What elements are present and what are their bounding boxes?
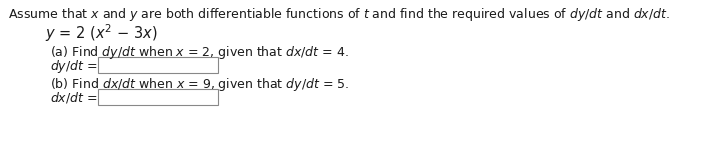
- Text: $\it{dx/dt}$ =: $\it{dx/dt}$ =: [50, 90, 98, 105]
- Text: Assume that $\it{x}$ and $\it{y}$ are both differentiable functions of $\it{t}$ : Assume that $\it{x}$ and $\it{y}$ are bo…: [8, 6, 670, 23]
- Text: $\it{y}$ = 2 ($\it{x}^2$ $-$ 3$\it{x}$): $\it{y}$ = 2 ($\it{x}^2$ $-$ 3$\it{x}$): [45, 22, 157, 44]
- Text: $\it{dy/dt}$ =: $\it{dy/dt}$ =: [50, 58, 98, 75]
- Text: (a) Find $\it{dy/dt}$ when $\it{x}$ = 2, given that $\it{dx/dt}$ = 4.: (a) Find $\it{dy/dt}$ when $\it{x}$ = 2,…: [50, 44, 349, 61]
- Text: (b) Find $\it{dx/dt}$ when $\it{x}$ = 9, given that $\it{dy/dt}$ = 5.: (b) Find $\it{dx/dt}$ when $\it{x}$ = 9,…: [50, 76, 349, 93]
- Bar: [98, 89, 218, 105]
- Bar: [98, 57, 218, 73]
